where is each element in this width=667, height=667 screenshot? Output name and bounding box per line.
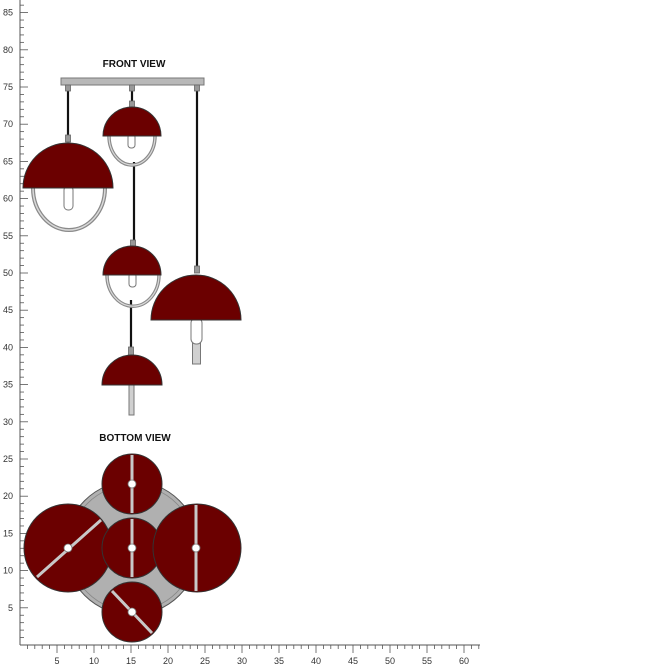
horizontal-ruler-label: 40 bbox=[311, 656, 321, 666]
vertical-ruler-label: 85 bbox=[3, 8, 13, 18]
horizontal-ruler-label: 60 bbox=[459, 656, 469, 666]
vertical-ruler-label: 10 bbox=[3, 566, 13, 576]
horizontal-ruler-label: 45 bbox=[348, 656, 358, 666]
shade-bottom-left-large bbox=[23, 503, 113, 593]
vertical-ruler-label: 65 bbox=[3, 156, 13, 166]
horizontal-ruler-label: 50 bbox=[385, 656, 395, 666]
vertical-ruler-label: 20 bbox=[3, 491, 13, 501]
pendant-large-dome-left bbox=[22, 142, 114, 232]
pendant-small-dome-middle bbox=[102, 245, 162, 308]
vertical-ruler-label: 40 bbox=[3, 342, 13, 352]
horizontal-ruler-label: 25 bbox=[200, 656, 210, 666]
bottom-view-title: BOTTOM VIEW bbox=[99, 433, 171, 444]
vertical-ruler-label: 55 bbox=[3, 231, 13, 241]
horizontal-ruler-label: 55 bbox=[422, 656, 432, 666]
vertical-ruler: 85 80 75 70 65 60 55 50 45 40 35 30 25 20 15 10 5 bbox=[3, 0, 28, 645]
pendant-large-dome-right bbox=[150, 274, 242, 365]
vertical-ruler-label: 70 bbox=[3, 119, 13, 129]
vertical-ruler-label: 75 bbox=[3, 82, 13, 92]
vertical-ruler-label: 5 bbox=[8, 603, 13, 613]
shade-bottom-bottom bbox=[101, 581, 163, 643]
horizontal-ruler-label: 15 bbox=[126, 656, 136, 666]
horizontal-ruler-label: 35 bbox=[274, 656, 284, 666]
vertical-ruler-label: 80 bbox=[3, 45, 13, 55]
vertical-ruler-label: 50 bbox=[3, 268, 13, 278]
vertical-ruler-label: 25 bbox=[3, 454, 13, 464]
shade-bottom-right-large bbox=[152, 503, 242, 593]
vertical-ruler-label: 15 bbox=[3, 528, 13, 538]
vertical-ruler-label: 45 bbox=[3, 305, 13, 315]
horizontal-ruler-label: 5 bbox=[54, 656, 59, 666]
front-view-title: FRONT VIEW bbox=[103, 59, 166, 70]
horizontal-ruler: 5 10 15 20 25 30 35 40 45 50 55 60 bbox=[20, 644, 480, 666]
horizontal-ruler-label: 20 bbox=[163, 656, 173, 666]
shade-bottom-top bbox=[101, 453, 163, 515]
pendant-small-dome-bottom bbox=[101, 354, 163, 416]
bottom-view bbox=[23, 453, 242, 643]
vertical-ruler-label: 35 bbox=[3, 380, 13, 390]
horizontal-ruler-label: 30 bbox=[237, 656, 247, 666]
front-view bbox=[22, 77, 242, 416]
pendant-small-dome-top bbox=[102, 106, 162, 167]
ceiling-canopy bbox=[60, 77, 205, 86]
vertical-ruler-label: 60 bbox=[3, 194, 13, 204]
vertical-ruler-label: 30 bbox=[3, 417, 13, 427]
horizontal-ruler-label: 10 bbox=[89, 656, 99, 666]
